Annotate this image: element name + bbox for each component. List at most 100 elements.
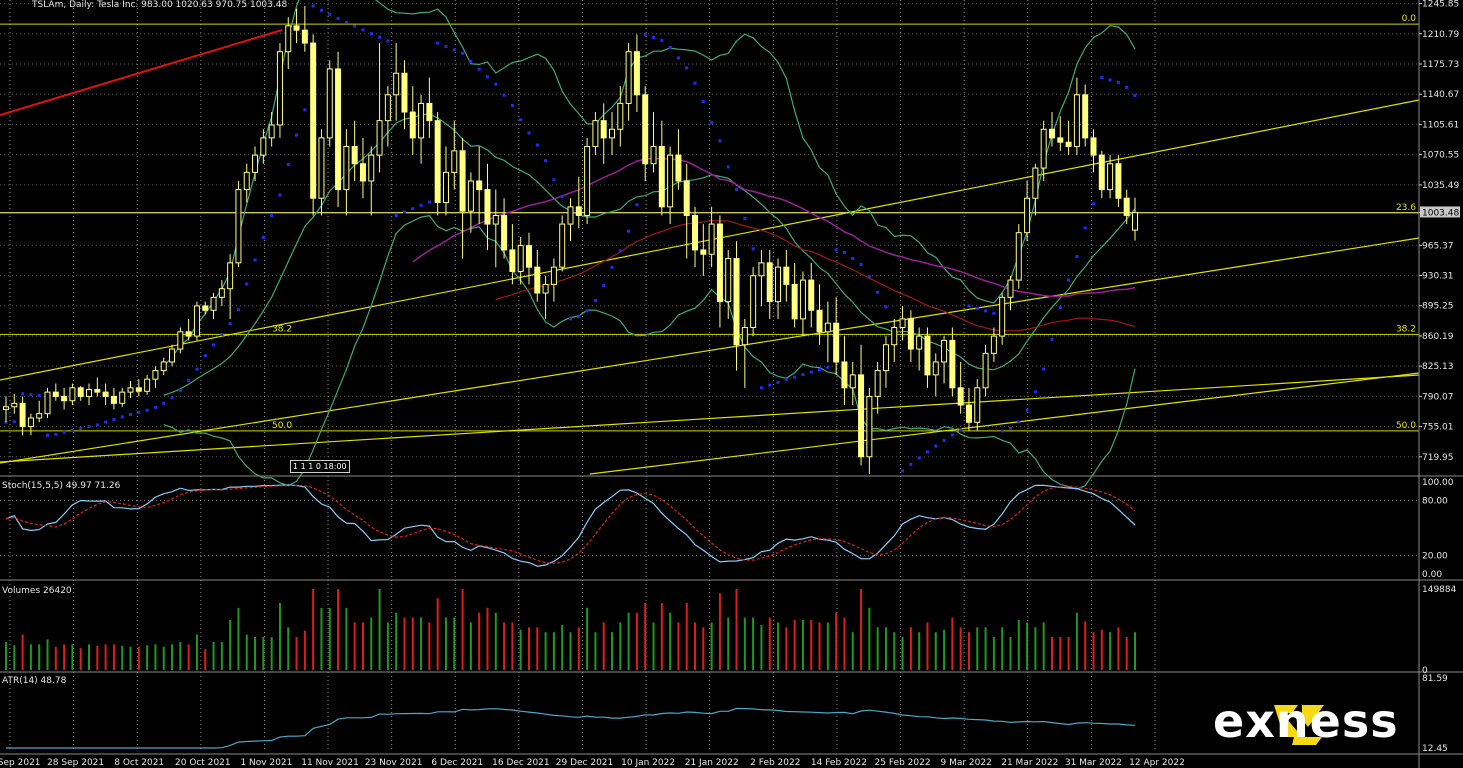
- sar-dot: [29, 393, 33, 397]
- y-tick-label: 1105.61: [1422, 120, 1459, 130]
- candle-body: [1057, 137, 1064, 143]
- bollinger-upper: [163, 0, 1136, 367]
- candle-body: [941, 339, 948, 363]
- candle-body: [592, 120, 599, 148]
- sar-dot: [710, 120, 714, 124]
- x-tick-label: 8 Oct 2021: [114, 758, 164, 768]
- candle-body: [252, 154, 259, 173]
- red-trend-line: [0, 29, 283, 116]
- candle-body: [310, 42, 317, 199]
- candle-body: [766, 262, 773, 303]
- candle-body: [61, 395, 68, 402]
- candle-body: [700, 249, 707, 255]
- sar-dot: [1075, 255, 1079, 259]
- sar-dot: [402, 210, 406, 214]
- sar-dot: [145, 408, 149, 412]
- bollinger-middle: [163, 113, 1136, 396]
- candle-body: [924, 335, 931, 376]
- x-tick-label: 6 Dec 2021: [431, 758, 483, 768]
- sar-dot: [602, 283, 606, 287]
- candle-body: [833, 322, 840, 363]
- sar-dot: [270, 214, 274, 218]
- sar-dot: [353, 24, 357, 28]
- candle-body: [667, 154, 674, 208]
- candle-body: [418, 102, 425, 139]
- candle-body: [77, 387, 84, 397]
- x-tick-label: 16 Sep 2021: [0, 758, 41, 768]
- candle-body: [650, 146, 657, 165]
- y-tick-label: 1245.85: [1422, 0, 1459, 10]
- time-badge: 1 1 1 0 18:00: [290, 460, 350, 473]
- sar-dot: [1017, 420, 1021, 424]
- candle-body: [725, 258, 732, 303]
- sar-dot: [818, 368, 822, 372]
- candle-body: [451, 150, 458, 173]
- candle-body: [351, 146, 358, 165]
- y-tick-label: 930.31: [1422, 272, 1454, 282]
- candle-body: [1123, 197, 1130, 216]
- sar-dot: [1091, 202, 1095, 206]
- sar-dot: [502, 93, 506, 97]
- atr-y-tick: 12.45: [1422, 744, 1448, 754]
- candle-body: [974, 387, 981, 423]
- y-tick-label: 860.19: [1422, 332, 1454, 342]
- candle-body: [1032, 167, 1039, 199]
- x-tick-label: 9 Mar 2022: [940, 758, 991, 768]
- sar-dot: [735, 187, 739, 191]
- candle-body: [517, 245, 524, 272]
- sar-dot: [925, 450, 929, 454]
- candle-body: [932, 361, 939, 376]
- stoch-y-tick: 100.00: [1422, 478, 1454, 488]
- sar-dot: [992, 311, 996, 315]
- sar-dot: [419, 203, 423, 207]
- sar-dot: [826, 365, 830, 369]
- trend-line: [589, 372, 1420, 475]
- candle-body: [916, 335, 923, 350]
- candle-body: [584, 146, 591, 216]
- sar-dot: [743, 216, 747, 220]
- candle-body: [185, 331, 192, 337]
- sar-dot: [444, 45, 448, 49]
- volume-y-tick: 149884: [1422, 585, 1457, 595]
- sar-dot: [203, 354, 207, 358]
- candle-body: [169, 348, 176, 363]
- candle-body: [1082, 94, 1089, 139]
- sar-dot: [319, 8, 323, 12]
- x-tick-label: 1 Nov 2021: [240, 758, 292, 768]
- exness-logo-icon: [1274, 705, 1324, 745]
- candle-body: [160, 361, 167, 372]
- candle-body: [276, 51, 283, 126]
- sar-dot: [676, 56, 680, 60]
- sar-dot: [959, 428, 963, 432]
- candle-body: [484, 189, 491, 225]
- sar-dot: [593, 298, 597, 302]
- x-tick-label: 23 Nov 2021: [365, 758, 423, 768]
- sar-dot: [527, 131, 531, 135]
- sar-dot: [544, 159, 548, 163]
- sar-dot: [901, 469, 905, 473]
- sar-dot: [411, 207, 415, 211]
- stoch-y-tick: 20.00: [1422, 552, 1448, 562]
- candle-body: [285, 25, 292, 53]
- candle-body: [119, 391, 126, 404]
- sar-dot: [386, 39, 390, 43]
- sar-dot: [328, 12, 332, 16]
- candle-body: [882, 344, 889, 372]
- sar-dot: [129, 413, 133, 417]
- candle-body: [36, 413, 43, 419]
- sar-dot: [851, 257, 855, 261]
- candle-body: [359, 163, 366, 182]
- stoch-y-tick: 0.00: [1422, 570, 1442, 580]
- sar-dot: [54, 432, 58, 436]
- candle-body: [86, 389, 93, 397]
- candle-body: [376, 120, 383, 156]
- sar-dot: [79, 426, 83, 430]
- x-tick-label: 2 Feb 2022: [750, 758, 800, 768]
- sar-dot: [228, 322, 232, 326]
- candle-body: [1090, 137, 1097, 156]
- stochastic-pane: [0, 484, 1419, 567]
- candle-body: [534, 266, 541, 294]
- candle-body: [741, 326, 748, 346]
- sar-dot: [1133, 94, 1137, 98]
